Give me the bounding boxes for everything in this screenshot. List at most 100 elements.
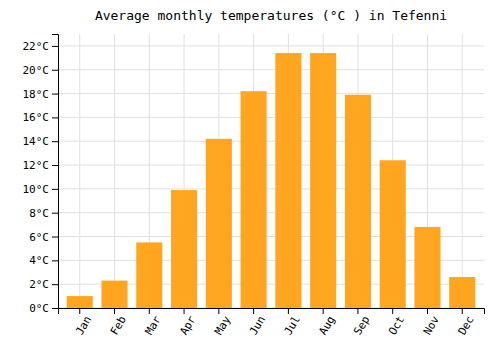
y-tick: 14°C [23, 135, 59, 148]
x-tick-label: Mar [143, 313, 164, 337]
grid-line-x [462, 34, 463, 308]
grid-line-y [58, 188, 484, 189]
y-tick-mark [52, 260, 58, 261]
bar [241, 91, 267, 308]
x-tick-label: Aug [316, 314, 337, 338]
chart: Jan Feb Mar Apr May Jun Jul Aug Sep Oct Nov Dec 0°C 2… [0, 0, 500, 350]
y-tick: 2°C [29, 278, 58, 291]
x-tick-label: Apr [177, 313, 198, 337]
plot: Jan Feb Mar Apr May Jun Jul Aug Sep Oct Nov Dec 0°C 2… [23, 34, 485, 337]
x-axis-line [59, 309, 485, 315]
grid-line-x [79, 34, 80, 308]
x-tick-label: Sep [351, 314, 372, 338]
x-tick: Jan [73, 308, 94, 337]
title: Average monthly temperatures (°C ) in Te… [95, 8, 447, 23]
grid-line-y [58, 212, 484, 213]
x-tick-mark [184, 308, 185, 314]
x-tick-mark [114, 308, 115, 314]
bar [380, 160, 406, 308]
y-axis-line [52, 35, 59, 309]
x-tick: Dec [456, 308, 477, 337]
bar [206, 139, 232, 308]
y-tick: 20°C [23, 64, 59, 77]
y-tick-label: 4°C [29, 254, 49, 267]
y-tick-label: 6°C [29, 231, 49, 244]
y-tick-label: 22°C [23, 40, 50, 53]
x-tick: Sep [351, 308, 372, 337]
x-tick-label: Feb [108, 314, 129, 338]
x-tick-mark [462, 308, 463, 314]
x-tick-label: Jan [73, 314, 94, 338]
bar [449, 277, 475, 308]
y-tick-mark [52, 237, 58, 238]
bar [171, 190, 197, 308]
y-tick: 4°C [29, 254, 58, 267]
y-tick-label: 14°C [23, 135, 50, 148]
bar [275, 53, 301, 308]
x-tick-mark [149, 308, 150, 314]
grid [58, 34, 484, 308]
y-tick-mark [52, 46, 58, 47]
y-tick: 6°C [29, 231, 58, 244]
x-tick-mark [288, 308, 289, 314]
bars [67, 53, 476, 308]
y-tick-label: 20°C [23, 64, 50, 77]
bar [345, 95, 371, 308]
x-axis: Jan Feb Mar Apr May Jun Jul Aug Sep Oct Nov Dec [59, 308, 485, 337]
x-tick: Nov [421, 308, 442, 337]
y-tick-label: 0°C [29, 302, 49, 315]
x-tick-mark [79, 308, 80, 314]
x-tick-label: Oct [386, 314, 407, 338]
x-tick: Aug [316, 308, 337, 337]
y-tick-label: 10°C [23, 183, 50, 196]
y-tick-mark [52, 165, 58, 166]
bar [67, 296, 93, 308]
x-tick-mark [392, 308, 393, 314]
y-axis: 0°C 2°C 4°C 6°C 8°C 10°C 12°C 14°C 16°C 18°C 20°C 2… [23, 35, 59, 316]
x-tick-label: Dec [456, 314, 477, 338]
x-tick-label: May [212, 313, 233, 337]
x-tick: Apr [177, 308, 198, 337]
x-tick: Feb [108, 308, 129, 337]
x-tick-mark [357, 308, 358, 314]
y-tick-label: 18°C [23, 88, 50, 101]
grid-line-y [58, 93, 484, 94]
x-tick-label: Nov [421, 313, 442, 337]
grid-line-y [58, 45, 484, 46]
bar [101, 281, 127, 308]
grid-line-y [58, 141, 484, 142]
y-tick: 10°C [23, 183, 59, 196]
y-tick-label: 12°C [23, 159, 50, 172]
y-tick-mark [52, 213, 58, 214]
bar [414, 227, 440, 308]
y-tick-mark [52, 308, 58, 309]
y-tick: 18°C [23, 88, 59, 101]
x-tick-mark [427, 308, 428, 314]
y-tick: 0°C [29, 302, 58, 315]
x-tick: Mar [143, 308, 164, 337]
y-tick: 22°C [23, 40, 59, 53]
y-tick: 12°C [23, 159, 59, 172]
y-tick-mark [52, 189, 58, 190]
x-tick: Oct [386, 308, 407, 337]
y-tick-mark [52, 141, 58, 142]
x-tick: Jun [247, 308, 268, 337]
grid-line-y [58, 165, 484, 166]
x-tick-label: Jun [247, 314, 268, 338]
bar [136, 242, 162, 308]
grid-line-y [58, 117, 484, 118]
x-tick-mark [253, 308, 254, 314]
y-tick-mark [52, 117, 58, 118]
y-tick-mark [52, 70, 58, 71]
y-tick-label: 16°C [23, 111, 50, 124]
y-tick: 16°C [23, 111, 59, 124]
x-tick-mark [218, 308, 219, 314]
y-tick-label: 8°C [29, 207, 49, 220]
x-tick-label: Jul [282, 314, 303, 338]
x-tick: Jul [282, 308, 303, 337]
x-tick-mark [323, 308, 324, 314]
grid-line-y [58, 69, 484, 70]
grid-line-x [114, 34, 115, 308]
y-tick: 8°C [29, 207, 58, 220]
y-tick-label: 2°C [29, 278, 49, 291]
